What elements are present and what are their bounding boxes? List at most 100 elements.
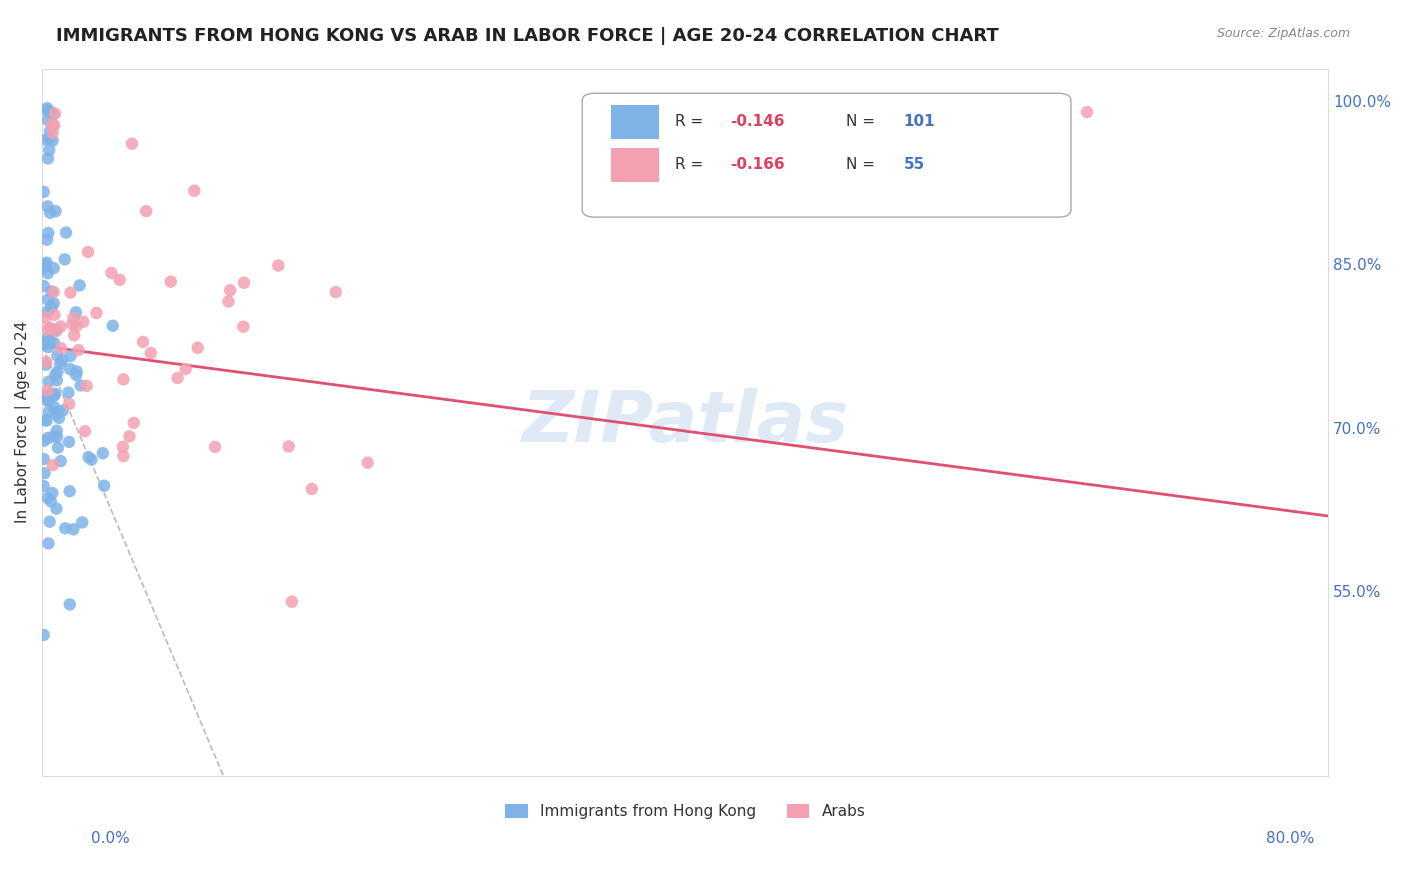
- Point: [35, 355, 58, 369]
- Point: [217, 294, 239, 309]
- Point: [122, 416, 145, 430]
- Point: [32, 279, 55, 293]
- Point: [77, 450, 100, 464]
- Point: [101, 318, 124, 333]
- Point: [111, 440, 134, 454]
- Point: [281, 595, 304, 609]
- Point: [44, 323, 66, 337]
- Point: [42, 296, 65, 310]
- Point: [73, 425, 96, 439]
- Point: [35, 101, 58, 115]
- Point: [58, 434, 80, 449]
- Point: [45, 501, 67, 516]
- Point: [39, 388, 62, 402]
- Point: [63, 328, 86, 343]
- Point: [38, 131, 60, 145]
- Point: [32, 628, 55, 642]
- Point: [38, 334, 60, 348]
- Point: [37, 394, 59, 409]
- Point: [53, 252, 76, 267]
- Point: [38, 375, 60, 389]
- Point: [41, 486, 63, 500]
- Point: [166, 371, 188, 385]
- Point: [59, 484, 82, 499]
- Point: [58, 397, 80, 411]
- Bar: [610, 148, 659, 182]
- Point: [77, 244, 100, 259]
- Point: [35, 132, 58, 146]
- Point: [46, 430, 69, 444]
- Point: [37, 304, 59, 318]
- Point: [32, 260, 55, 275]
- Point: [121, 136, 143, 151]
- Point: [49, 454, 72, 468]
- Point: [301, 482, 323, 496]
- Point: [59, 598, 82, 612]
- Point: [38, 335, 60, 350]
- Point: [59, 362, 82, 376]
- Point: [42, 388, 65, 402]
- Point: [49, 357, 72, 371]
- Text: 55: 55: [904, 157, 925, 171]
- Point: [45, 323, 67, 337]
- Point: [37, 491, 59, 505]
- Point: [108, 273, 131, 287]
- Point: [44, 308, 66, 322]
- Point: [356, 456, 378, 470]
- Point: [65, 305, 87, 319]
- Point: [35, 255, 58, 269]
- Point: [72, 315, 94, 329]
- Point: [139, 346, 162, 360]
- Point: [32, 434, 55, 448]
- Point: [32, 388, 55, 402]
- FancyBboxPatch shape: [582, 94, 1071, 217]
- Point: [277, 439, 299, 453]
- Text: R =: R =: [675, 114, 709, 129]
- Text: Source: ZipAtlas.com: Source: ZipAtlas.com: [1216, 27, 1350, 40]
- Point: [219, 283, 242, 297]
- Point: [62, 522, 84, 536]
- Text: -0.166: -0.166: [730, 157, 785, 171]
- Point: [44, 106, 66, 120]
- Point: [112, 449, 135, 463]
- Text: 101: 101: [904, 114, 935, 129]
- Point: [45, 408, 67, 422]
- Point: [72, 516, 94, 530]
- Point: [86, 306, 108, 320]
- Point: [45, 324, 67, 338]
- Point: [34, 413, 56, 427]
- Point: [41, 322, 63, 336]
- Point: [39, 321, 62, 335]
- Point: [37, 536, 59, 550]
- Point: [37, 322, 59, 336]
- Point: [32, 337, 55, 351]
- Point: [183, 184, 205, 198]
- Point: [41, 134, 63, 148]
- Point: [45, 424, 67, 438]
- Point: [46, 349, 69, 363]
- Point: [132, 334, 155, 349]
- Legend: Immigrants from Hong Kong, Arabs: Immigrants from Hong Kong, Arabs: [499, 797, 872, 825]
- Point: [37, 431, 59, 445]
- Point: [44, 386, 66, 401]
- Point: [32, 336, 55, 351]
- Point: [32, 389, 55, 403]
- Point: [59, 285, 82, 300]
- Point: [325, 285, 347, 299]
- Point: [39, 104, 62, 119]
- Point: [42, 285, 65, 299]
- Point: [37, 330, 59, 344]
- Point: [76, 379, 98, 393]
- Point: [42, 107, 65, 121]
- Text: 0.0%: 0.0%: [91, 831, 131, 846]
- Point: [42, 261, 65, 276]
- Point: [159, 275, 181, 289]
- Point: [42, 400, 65, 414]
- Point: [37, 384, 59, 398]
- Point: [65, 368, 87, 382]
- Point: [42, 458, 65, 472]
- Point: [187, 341, 209, 355]
- Point: [32, 452, 55, 467]
- Point: [37, 199, 59, 213]
- Point: [35, 103, 58, 118]
